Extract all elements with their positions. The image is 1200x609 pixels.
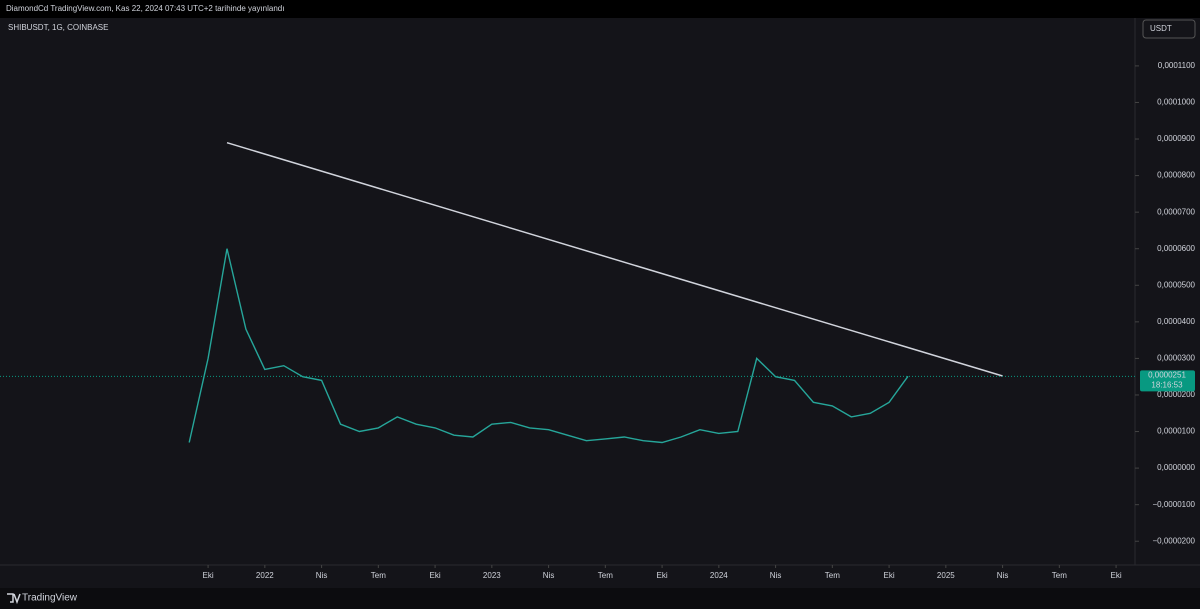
x-tick-label: Tem — [825, 571, 840, 580]
x-tick-label: 2022 — [256, 571, 274, 580]
x-tick-label: Tem — [371, 571, 386, 580]
y-tick-label: 0,0000000 — [1157, 463, 1195, 472]
last-price-box — [1140, 370, 1195, 392]
y-tick-label: 0,0001100 — [1158, 61, 1196, 70]
y-tick-label: 0,0000300 — [1157, 354, 1195, 363]
y-tick-label: 0,0000600 — [1157, 244, 1195, 253]
publisher: DiamondCd TradingView.com, Kas 22, 2024 … — [6, 4, 284, 13]
y-tick-label: 0,0000200 — [1157, 390, 1195, 399]
footer — [0, 588, 1200, 609]
y-tick-label: −0,0000100 — [1153, 500, 1196, 509]
x-tick-label: 2025 — [937, 571, 955, 580]
brand-logo — [7, 593, 21, 605]
y-tick-label: 0,0000900 — [1157, 134, 1195, 143]
y-tick-label: 0,0001000 — [1157, 98, 1195, 107]
y-tick-label: 0,0000700 — [1157, 207, 1195, 216]
y-tick-label: −0,0000200 — [1153, 536, 1196, 545]
trendline — [226, 141, 1003, 377]
x-tick-label: Nis — [997, 571, 1009, 580]
y-tick-label: 0,0000500 — [1157, 280, 1195, 289]
y-tick-label: 0,0000400 — [1157, 317, 1195, 326]
x-tick-label: Tem — [598, 571, 613, 580]
y-tick-label: 0,0000800 — [1157, 171, 1195, 180]
currency-button[interactable] — [1142, 19, 1196, 39]
x-tick-label: Tem — [1052, 571, 1067, 580]
price-line — [188, 248, 909, 444]
brand: TradingView — [22, 593, 78, 604]
x-tick-label: Nis — [543, 571, 555, 580]
x-tick-label: Eki — [884, 571, 895, 580]
currency[interactable]: USDT — [1150, 24, 1172, 33]
header-bar — [0, 0, 1200, 18]
x-tick-label: Nis — [770, 571, 782, 580]
chart-title: SHIBUSDT, 1G, COINBASE — [8, 23, 108, 32]
x-tick-label: Eki — [1111, 571, 1122, 580]
x-tick-label: 2024 — [710, 571, 728, 580]
x-tick-label: Eki — [203, 571, 214, 580]
x-tick-label: Nis — [316, 571, 328, 580]
x-tick-label: Eki — [657, 571, 668, 580]
x-tick-label: 2023 — [483, 571, 501, 580]
y-tick-label: 0,0000100 — [1157, 427, 1195, 436]
x-tick-label: Eki — [430, 571, 441, 580]
countdown: 18:16:53 — [1151, 380, 1183, 389]
last-price-label: 0,0000251 — [1148, 370, 1186, 379]
